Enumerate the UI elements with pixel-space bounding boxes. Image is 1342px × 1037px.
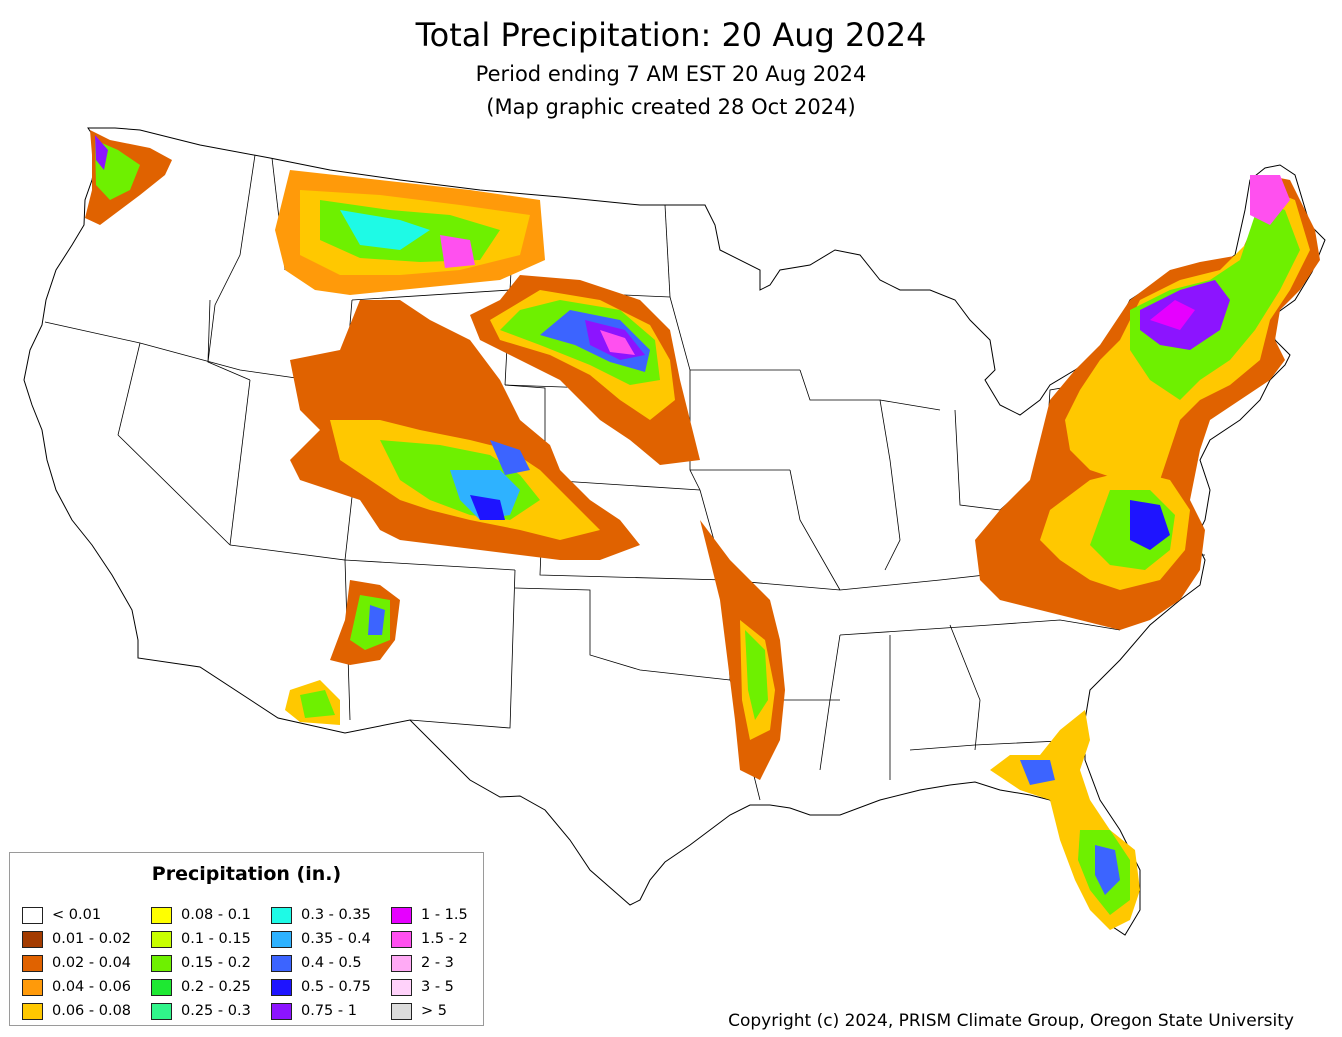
legend-label: 0.5 - 0.75	[301, 979, 371, 995]
legend-item: 0.01 - 0.02	[22, 927, 131, 951]
legend-item: 1 - 1.5	[391, 903, 468, 927]
legend-label: 0.35 - 0.4	[301, 931, 371, 947]
map-subtitle: Period ending 7 AM EST 20 Aug 2024	[475, 62, 867, 86]
legend-label: 0.15 - 0.2	[181, 955, 251, 971]
legend-item: 3 - 5	[391, 975, 468, 999]
legend-label: 1.5 - 2	[421, 931, 468, 947]
legend-swatch	[22, 906, 43, 924]
legend-swatch	[271, 978, 292, 996]
precipitation-regions	[85, 130, 1320, 930]
legend-swatch	[391, 978, 412, 996]
legend-swatch	[271, 930, 292, 948]
legend-item: 0.25 - 0.3	[151, 999, 251, 1023]
legend-item: 0.02 - 0.04	[22, 951, 131, 975]
legend-swatch	[271, 954, 292, 972]
legend-swatch	[22, 978, 43, 996]
legend-item: 0.3 - 0.35	[271, 903, 371, 927]
legend-label: 0.1 - 0.15	[181, 931, 251, 947]
legend-item: 0.1 - 0.15	[151, 927, 251, 951]
legend-item: 0.4 - 0.5	[271, 951, 371, 975]
legend-item: 0.08 - 0.1	[151, 903, 251, 927]
us-outline	[23, 127, 1326, 936]
legend-item: 0.75 - 1	[271, 999, 371, 1023]
map-title: Total Precipitation: 20 Aug 2024	[415, 16, 927, 54]
legend-label: 2 - 3	[421, 955, 454, 971]
legend-item: 0.15 - 0.2	[151, 951, 251, 975]
legend-label: 3 - 5	[421, 979, 454, 995]
legend-item: > 5	[391, 999, 468, 1023]
legend-label: 0.02 - 0.04	[52, 955, 132, 971]
copyright-note: Copyright (c) 2024, PRISM Climate Group,…	[728, 1011, 1294, 1031]
legend: Precipitation (in.) < 0.01 0.01 - 0.02 0…	[9, 852, 484, 1026]
legend-swatch	[22, 930, 43, 948]
legend-column: 0.3 - 0.35 0.35 - 0.4 0.4 - 0.5 0.5 - 0.…	[271, 903, 371, 1023]
legend-swatch	[391, 954, 412, 972]
legend-swatch	[22, 1002, 43, 1020]
legend-label: 0.75 - 1	[301, 1003, 357, 1019]
legend-swatch	[151, 978, 172, 996]
legend-label: 0.25 - 0.3	[181, 1003, 251, 1019]
legend-item: 0.06 - 0.08	[22, 999, 131, 1023]
legend-column: 0.08 - 0.1 0.1 - 0.15 0.15 - 0.2 0.2 - 0…	[151, 903, 251, 1023]
legend-label: 0.3 - 0.35	[301, 907, 371, 923]
legend-item: 0.04 - 0.06	[22, 975, 131, 999]
legend-item: 0.5 - 0.75	[271, 975, 371, 999]
legend-label: > 5	[421, 1003, 447, 1019]
legend-swatch	[391, 906, 412, 924]
legend-label: 1 - 1.5	[421, 907, 468, 923]
legend-swatch	[271, 1002, 292, 1020]
legend-swatch	[151, 930, 172, 948]
legend-label: 0.06 - 0.08	[52, 1003, 132, 1019]
legend-item: < 0.01	[22, 903, 131, 927]
legend-label: < 0.01	[52, 907, 102, 923]
legend-label: 0.04 - 0.06	[52, 979, 132, 995]
legend-column: < 0.01 0.01 - 0.02 0.02 - 0.04 0.04 - 0.…	[22, 903, 131, 1023]
legend-item: 0.35 - 0.4	[271, 927, 371, 951]
legend-item: 2 - 3	[391, 951, 468, 975]
legend-swatch	[151, 906, 172, 924]
legend-swatch	[151, 954, 172, 972]
legend-swatch	[22, 954, 43, 972]
legend-swatch	[151, 1002, 172, 1020]
legend-label: 0.2 - 0.25	[181, 979, 251, 995]
legend-item: 1.5 - 2	[391, 927, 468, 951]
legend-label: 0.4 - 0.5	[301, 955, 362, 971]
legend-label: 0.08 - 0.1	[181, 907, 251, 923]
legend-column: 1 - 1.5 1.5 - 2 2 - 3 3 - 5 > 5	[391, 903, 468, 1023]
legend-item: 0.2 - 0.25	[151, 975, 251, 999]
legend-swatch	[271, 906, 292, 924]
legend-label: 0.01 - 0.02	[52, 931, 132, 947]
map-created-note: (Map graphic created 28 Oct 2024)	[486, 95, 856, 119]
legend-title: Precipitation (in.)	[151, 863, 342, 885]
legend-swatch	[391, 1002, 412, 1020]
legend-swatch	[391, 930, 412, 948]
